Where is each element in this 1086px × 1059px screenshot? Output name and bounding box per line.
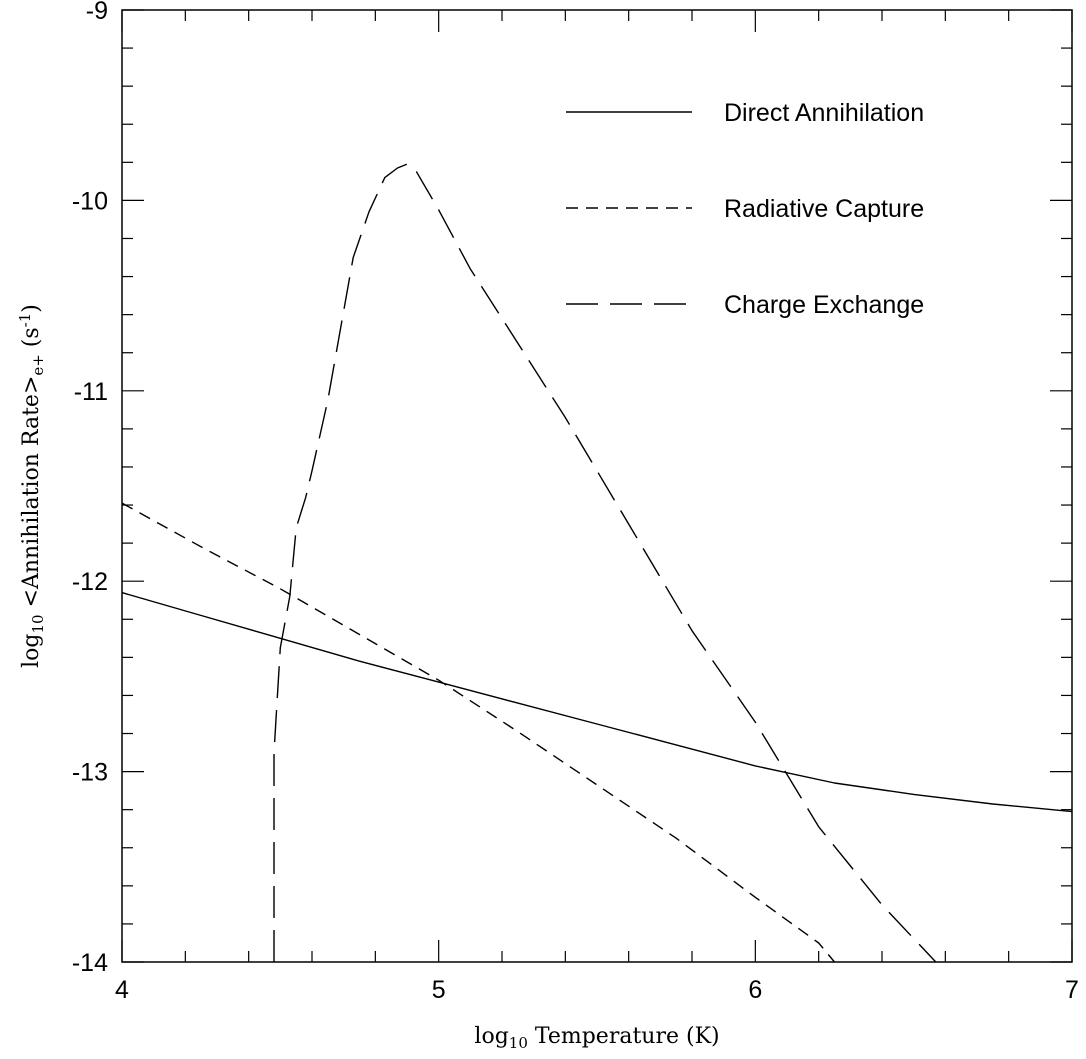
y-tick-label: -14 [72, 949, 108, 977]
axis-tick-labels: 4 5 6 7 -14 -13 -12 -11 -10 -9 [72, 0, 1079, 1004]
x-tick-label: 4 [115, 976, 129, 1004]
axis-ticks [121, 9, 1073, 963]
plot-frame [121, 9, 1073, 963]
y-tick-label: -10 [72, 187, 108, 215]
y-tick-label: -12 [72, 568, 108, 596]
x-tick-label: 6 [748, 976, 762, 1004]
y-tick-label: -11 [74, 378, 108, 406]
legend-label: Direct Annihilation [724, 99, 924, 127]
x-axis-title: log10 Temperature (K) [474, 1024, 719, 1052]
series-line-2 [273, 163, 937, 963]
y-tick-label: -9 [86, 0, 108, 25]
legend: Direct Annihilation Radiative Capture Char… [566, 99, 924, 319]
legend-label: Radiative Capture [724, 195, 924, 223]
x-tick-label: 7 [1065, 976, 1079, 1004]
legend-label: Charge Exchange [724, 291, 924, 319]
x-tick-label: 5 [432, 976, 446, 1004]
series-line-0 [121, 591, 1073, 813]
series-lines [121, 163, 1073, 963]
y-tick-label: -13 [72, 759, 108, 787]
y-axis-title: log10 <Annihilation Rate>e+ (s-1) [16, 304, 47, 668]
series-line-1 [121, 502, 836, 963]
